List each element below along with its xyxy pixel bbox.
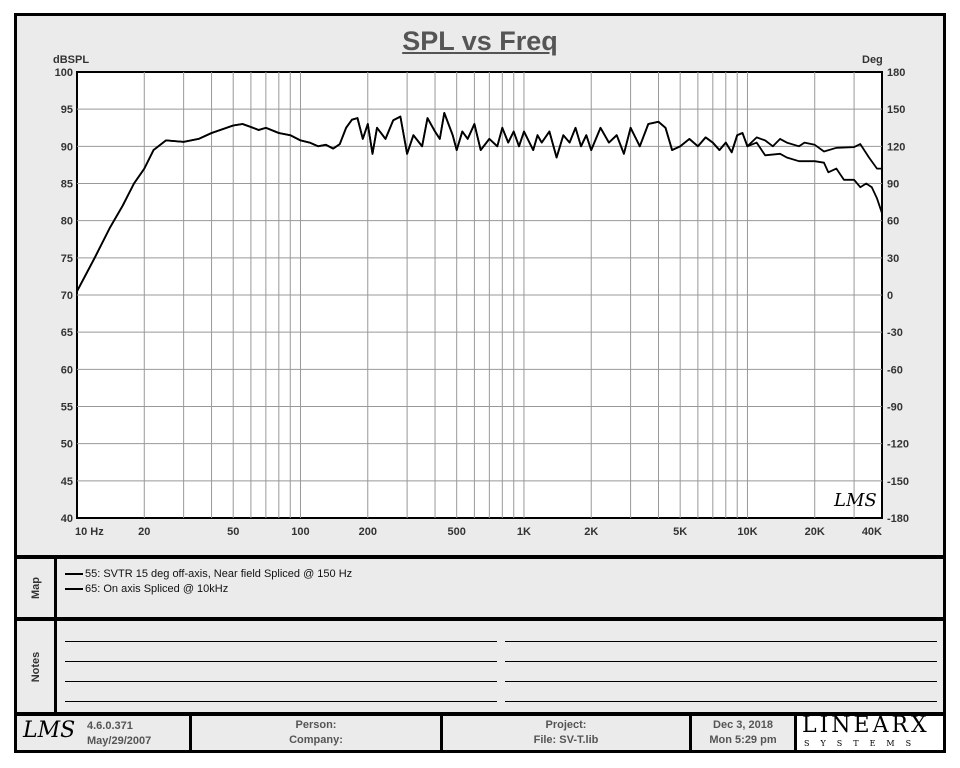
y-tick-label: 85 [61,179,73,191]
y2-tick-label: -90 [887,402,903,414]
legend-text: 65: On axis Spliced @ 10kHz [85,583,229,595]
note-line [505,701,937,702]
y2-tick-label: -150 [887,476,909,488]
lms-logo: LMS [23,718,76,743]
x-tick-label: 40K [862,526,882,538]
x-tick-label: 20 [138,526,150,538]
legend-entry: 65: On axis Spliced @ 10kHz [65,583,228,596]
x-tick-label: 1K [517,526,531,538]
x-tick-label: 500 [448,526,466,538]
y-tick-label: 60 [61,364,73,376]
legend-entry: 55: SVTR 15 deg off-axis, Near field Spl… [65,568,352,581]
build-date: May/29/2007 [87,735,152,747]
chart-title: SPL vs Freq [402,26,558,56]
map-section: Map 55: SVTR 15 deg off-axis, Near field… [17,559,943,621]
footer: LMS 4.6.0.371 May/29/2007 Person: Company:… [17,716,943,750]
y2-tick-label: 60 [887,216,899,228]
y-tick-label: 80 [61,216,73,228]
x-tick-label: 5K [673,526,687,538]
note-line [65,661,497,662]
x-tick-label: 10K [737,526,757,538]
x-tick-label: 10 Hz [75,526,104,538]
y-tick-label: 55 [61,402,73,414]
note-line [505,681,937,682]
brand-text: LINEARX [802,716,930,738]
map-label: Map [29,577,42,599]
chart-panel: SPL vs Freq 100 180 95 150 90 120 85 90 80 60 75 30… [17,16,943,559]
report-frame: SPL vs Freq 100 180 95 150 90 120 85 90 80 60 75 30… [14,13,946,753]
legend-line-icon [65,573,83,576]
note-line [505,661,937,662]
spl-chart: 100 180 95 150 90 120 85 90 80 60 75 30 70 0 65 -30 60 -6… [53,54,909,538]
x-tick-label: 200 [359,526,377,538]
footer-person-cell: Person: Company: [192,716,443,750]
y2-tick-label: 120 [887,141,905,153]
person: Person: [295,719,337,731]
y-tick-label: 70 [61,290,73,302]
y2-tick-label: -60 [887,364,903,376]
y2-axis-label: Deg [862,54,883,66]
note-line [65,701,497,702]
company: Company: [289,734,343,746]
y-tick-label: 75 [61,253,73,265]
y-tick-label: 100 [55,67,73,79]
y2-tick-label: -180 [887,513,909,525]
footer-date-cell: Dec 3, 2018 Mon 5:29 pm [692,716,797,750]
legend-line-icon [65,588,83,591]
version: 4.6.0.371 [87,720,133,732]
y-tick-label: 45 [61,476,73,488]
note-line [65,641,497,642]
x-tick-label: 2K [584,526,598,538]
notes-label: Notes [29,651,42,682]
lms-watermark: LMS [833,490,877,511]
y-tick-label: 65 [61,327,73,339]
notes-label-cell: Notes [17,621,57,712]
y2-tick-label: -30 [887,327,903,339]
y-tick-label: 50 [61,439,73,451]
x-tick-label: 50 [227,526,239,538]
x-tick-label: 20K [805,526,825,538]
y2-tick-label: -120 [887,439,909,451]
date: Dec 3, 2018 [713,719,773,731]
map-label-cell: Map [17,559,57,617]
linearx-logo: LINEARX SYSTEMS [797,716,943,750]
project: Project: [545,719,587,731]
footer-project-cell: Project: File: SV-T.lib [443,716,692,750]
y-tick-label: 90 [61,141,73,153]
file-name: File: SV-T.lib [533,734,599,746]
y-tick-label: 40 [61,513,73,525]
footer-version-cell: LMS 4.6.0.371 May/29/2007 [17,716,192,750]
legend-text: 55: SVTR 15 deg off-axis, Near field Spl… [85,568,353,580]
notes-section: Notes [17,621,943,716]
y-tick-label: 95 [61,104,73,116]
time: Mon 5:29 pm [709,734,777,746]
y2-tick-label: 0 [887,290,893,302]
note-line [505,641,937,642]
brand-subtext: SYSTEMS [804,739,923,748]
y-axis-label: dBSPL [53,54,89,66]
y2-tick-label: 150 [887,104,905,116]
y2-tick-label: 30 [887,253,899,265]
x-tick-label: 100 [291,526,309,538]
y2-tick-label: 180 [887,67,905,79]
note-line [65,681,497,682]
y2-tick-label: 90 [887,179,899,191]
series-line-2 [76,112,883,292]
